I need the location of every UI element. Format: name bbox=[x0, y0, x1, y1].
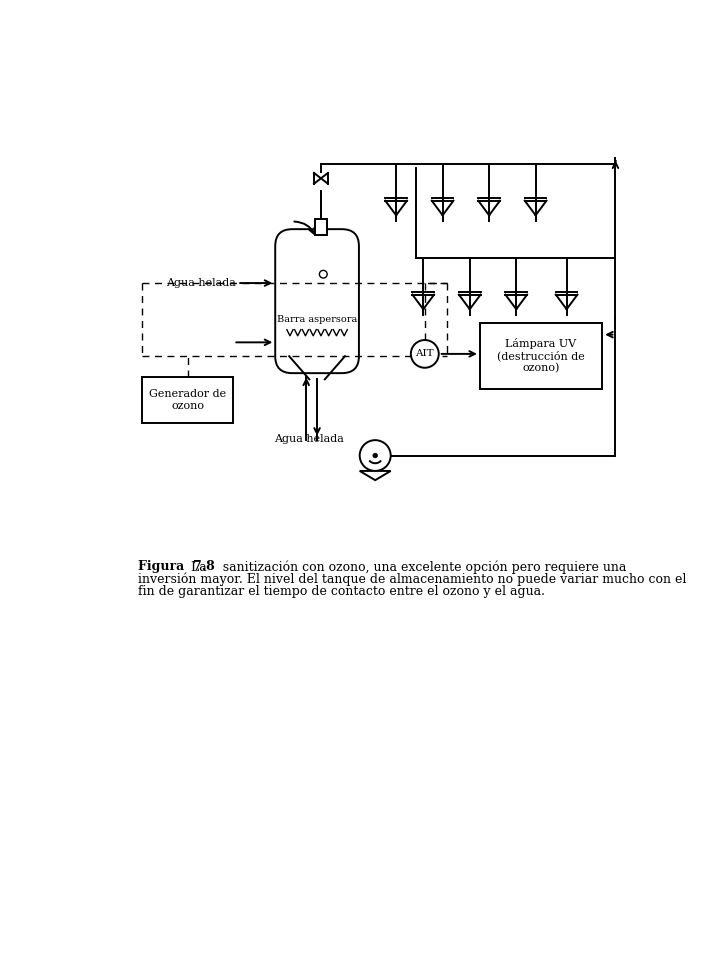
Bar bbox=[142, 377, 233, 423]
Bar bbox=[315, 219, 327, 234]
Bar bbox=[480, 324, 602, 389]
Text: Barra aspersora: Barra aspersora bbox=[277, 315, 357, 324]
Circle shape bbox=[373, 453, 377, 458]
FancyBboxPatch shape bbox=[275, 229, 359, 373]
Circle shape bbox=[411, 340, 438, 368]
Text: Figura  7.8: Figura 7.8 bbox=[138, 561, 215, 573]
Text: inversión mayor. El nivel del tanque de almacenamiento no puede variar mucho con: inversión mayor. El nivel del tanque de … bbox=[138, 572, 686, 586]
Text: Generador de
ozono: Generador de ozono bbox=[149, 390, 226, 411]
Text: Lámpara UV
(destrucción de
ozono): Lámpara UV (destrucción de ozono) bbox=[498, 338, 585, 373]
Circle shape bbox=[360, 440, 391, 471]
Text: La    sanitización con ozono, una excelente opción pero requiere una: La sanitización con ozono, una excelente… bbox=[191, 561, 626, 574]
Text: fin de garantizar el tiempo de contacto entre el ozono y el agua.: fin de garantizar el tiempo de contacto … bbox=[138, 585, 545, 598]
Text: Agua helada: Agua helada bbox=[166, 278, 235, 288]
Text: Agua helada: Agua helada bbox=[274, 434, 344, 444]
Text: AIT: AIT bbox=[415, 349, 434, 358]
Polygon shape bbox=[360, 471, 391, 480]
